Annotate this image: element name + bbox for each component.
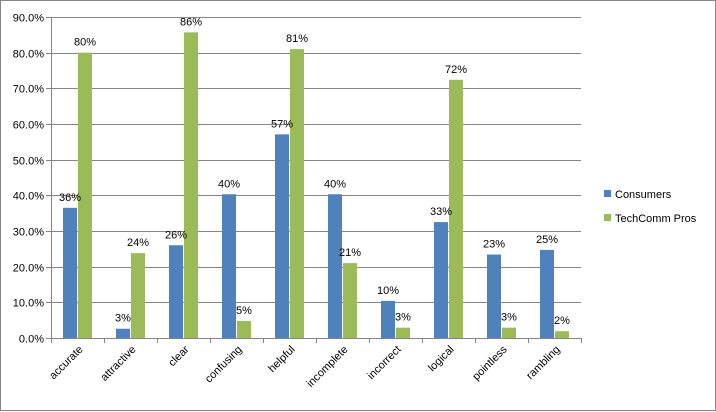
- bar-consumers-incorrect: [381, 300, 395, 338]
- y-tick-label: 40.0%: [13, 191, 44, 203]
- bar-consumers-accurate: [63, 207, 77, 338]
- y-tick-label: 50.0%: [13, 156, 44, 168]
- x-category-label: accurate: [47, 344, 85, 382]
- y-tick-label: 10.0%: [13, 298, 44, 310]
- bar-techcomm-pros-clear: [184, 32, 198, 338]
- y-tick-label: 60.0%: [13, 120, 44, 132]
- y-tick-label: 0.0%: [19, 334, 44, 346]
- x-category-label: clear: [166, 343, 192, 369]
- bar-consumers-confusing: [222, 194, 236, 338]
- data-label: 21%: [339, 247, 361, 259]
- bar-consumers-logical: [434, 222, 448, 338]
- bars: [63, 32, 569, 339]
- y-tick-label: 30.0%: [13, 227, 44, 239]
- gridlines: [51, 17, 581, 339]
- x-category-label: helpful: [266, 344, 297, 375]
- bar-techcomm-pros-attractive: [131, 253, 145, 338]
- data-label: 26%: [165, 229, 187, 241]
- bar-techcomm-pros-incorrect: [396, 327, 410, 338]
- bar-techcomm-pros-rambling: [555, 331, 569, 338]
- data-label: 86%: [180, 16, 202, 28]
- bar-techcomm-pros-logical: [449, 79, 463, 339]
- legend: Consumers TechComm Pros: [604, 189, 697, 225]
- bar-consumers-helpful: [275, 134, 289, 338]
- x-category-label: rambling: [524, 344, 562, 382]
- legend-swatch: [604, 190, 611, 197]
- data-label: 24%: [127, 237, 149, 249]
- data-label: 10%: [377, 285, 399, 297]
- data-label: 40%: [218, 178, 240, 190]
- data-label: 25%: [536, 234, 558, 246]
- y-tick-label: 70.0%: [13, 84, 44, 96]
- data-label: 36%: [59, 192, 81, 204]
- x-category-label: confusing: [203, 344, 245, 386]
- bar-consumers-rambling: [540, 249, 554, 338]
- y-tick-label: 90.0%: [13, 13, 44, 25]
- legend-entry: Consumers: [615, 189, 672, 201]
- legend-entry: TechComm Pros: [615, 213, 697, 225]
- bar-techcomm-pros-confusing: [237, 320, 251, 338]
- x-category-label: incorrect: [365, 344, 403, 382]
- bar-consumers-incomplete: [328, 194, 342, 338]
- bar-consumers-clear: [169, 245, 183, 338]
- bar-techcomm-pros-helpful: [290, 49, 304, 338]
- bar-techcomm-pros-pointless: [502, 327, 516, 338]
- data-label: 5%: [236, 305, 252, 317]
- bar-consumers-attractive: [116, 328, 130, 338]
- x-category-label: attractive: [99, 344, 139, 384]
- data-label: 81%: [286, 33, 308, 45]
- bar-consumers-pointless: [487, 254, 501, 338]
- data-label: 23%: [483, 239, 505, 251]
- x-category-label: incomplete: [305, 344, 351, 390]
- data-label: 57%: [271, 118, 293, 130]
- data-label: 40%: [324, 178, 346, 190]
- y-tick-label: 80.0%: [13, 49, 44, 61]
- legend-swatch: [604, 214, 611, 221]
- x-category-label: pointless: [470, 343, 510, 383]
- data-label: 80%: [74, 37, 96, 49]
- data-labels: 36% 80% 3% 24% 26% 86% 40% 5% 57% 81% 40% 21% 10% 3% 3…: [59, 16, 570, 327]
- data-label: 72%: [445, 64, 467, 76]
- x-category-label: logical: [426, 344, 457, 375]
- data-label: 3%: [115, 313, 131, 325]
- bar-techcomm-pros-incomplete: [343, 263, 357, 338]
- data-label: 3%: [395, 312, 411, 324]
- bar-techcomm-pros-accurate: [78, 52, 92, 339]
- data-label: 33%: [430, 206, 452, 218]
- y-tick-label: 20.0%: [13, 263, 44, 275]
- data-label: 2%: [554, 315, 570, 327]
- data-label: 3%: [501, 312, 517, 324]
